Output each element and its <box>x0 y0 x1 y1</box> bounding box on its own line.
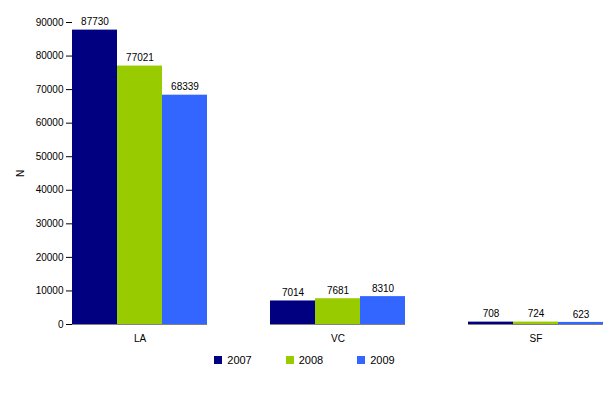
svg-text:7014: 7014 <box>282 287 305 298</box>
svg-text:77021: 77021 <box>126 52 154 63</box>
svg-text:LA: LA <box>134 333 147 344</box>
svg-text:0: 0 <box>58 319 64 330</box>
svg-text:40000: 40000 <box>36 184 64 195</box>
svg-text:20000: 20000 <box>36 252 64 263</box>
svg-text:70000: 70000 <box>36 84 64 95</box>
html-text:2008: 2008 <box>298 354 324 366</box>
svg-text:50000: 50000 <box>36 151 64 162</box>
svg-text:VC: VC <box>331 333 345 344</box>
html-text:2009: 2009 <box>370 354 395 366</box>
svg-text:SF: SF <box>530 333 543 344</box>
svg-text:708: 708 <box>483 308 500 319</box>
svg-text:724: 724 <box>528 308 545 319</box>
svg-text:80000: 80000 <box>36 50 64 61</box>
svg-text:N: N <box>15 170 26 177</box>
svg-text:8310: 8310 <box>372 283 395 294</box>
svg-text:87730: 87730 <box>81 16 109 27</box>
svg-text:68339: 68339 <box>171 81 199 92</box>
svg-text:623: 623 <box>573 309 590 320</box>
svg-text:30000: 30000 <box>36 218 64 229</box>
svg-text:90000: 90000 <box>36 17 64 28</box>
svg-text:10000: 10000 <box>36 285 64 296</box>
svg-text:60000: 60000 <box>36 117 64 128</box>
html-text:2007: 2007 <box>227 354 252 366</box>
svg-text:7681: 7681 <box>327 285 350 296</box>
